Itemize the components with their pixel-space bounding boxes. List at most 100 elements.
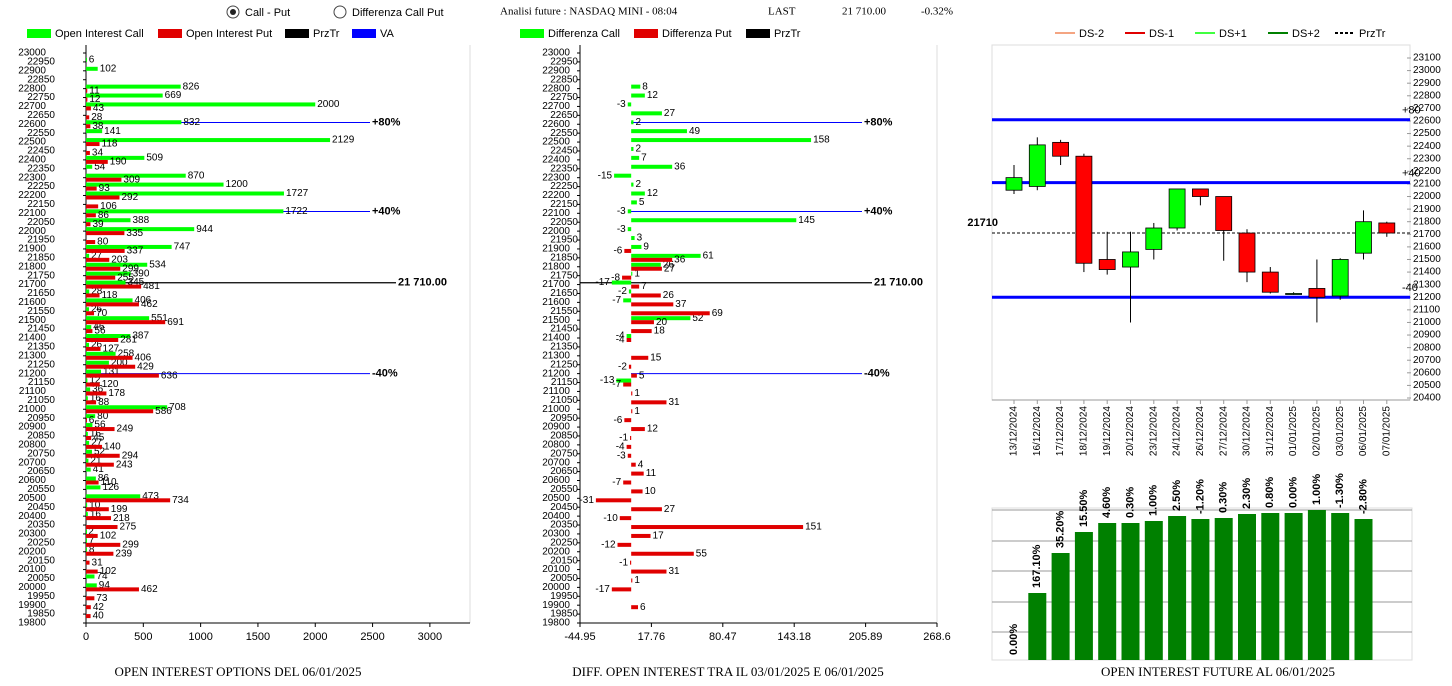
bar-label: 131 (103, 366, 120, 377)
bar (86, 569, 98, 574)
y-tick-label: 21750 (27, 270, 55, 281)
bar-label: 102 (100, 63, 117, 74)
y-tick-label: 20850 (550, 431, 578, 442)
bar-label: 2000 (317, 99, 340, 110)
bar-label: 243 (116, 459, 133, 470)
bar (86, 182, 224, 187)
radio-label[interactable]: Differenza Call Put (352, 7, 444, 19)
bar (626, 334, 632, 338)
bar-label: 462 (141, 584, 158, 595)
y-tick-label: 22950 (27, 57, 55, 68)
bar-label: -15 (598, 170, 613, 181)
bar (631, 471, 644, 476)
chart-title: OPEN INTEREST OPTIONS DEL 06/01/2025 (115, 664, 362, 679)
bar (86, 360, 109, 365)
legend-swatch (746, 29, 770, 38)
bar-label: -2 (618, 286, 627, 297)
y-tick-label: 20800 (542, 440, 570, 451)
bar-label: 61 (703, 250, 715, 261)
bar-label: 299 (122, 539, 139, 550)
y-tick-label: 21400 (1413, 267, 1441, 278)
bar-label: 43 (93, 103, 105, 114)
bar-label: 551 (151, 313, 168, 324)
y-tick-label: 22450 (550, 146, 578, 157)
y-tick-label: 22500 (542, 137, 570, 148)
y-tick-label: 22850 (27, 74, 55, 85)
candle-body (1215, 196, 1233, 231)
y-tick-label: 22900 (1413, 78, 1441, 89)
bar-label: -1 (619, 557, 628, 568)
bar-label: 73 (96, 593, 108, 604)
bar-label: 6 (89, 415, 95, 426)
y-tick-label: 21000 (542, 404, 570, 415)
bar (631, 271, 633, 276)
bar-label: 21 (90, 455, 102, 466)
bar-label: 388 (132, 215, 149, 226)
bar-label: -2.80% (1357, 479, 1369, 514)
bar-label: -3 (617, 450, 626, 461)
bar-label: 255 (117, 272, 134, 283)
bar (1121, 523, 1140, 660)
bar-label: 54 (94, 161, 106, 172)
bar-label: 26 (663, 290, 675, 301)
bar-label: 5 (639, 370, 645, 381)
chart-title: OPEN INTEREST FUTURE AL 06/01/2025 (1101, 664, 1335, 679)
bar (86, 476, 96, 481)
bar (86, 142, 100, 147)
bar (86, 253, 90, 258)
y-tick-label: 20200 (18, 546, 46, 557)
bar (616, 378, 632, 383)
bar-label: 203 (111, 254, 128, 265)
y-tick-label: 21850 (27, 252, 55, 263)
bar (86, 542, 121, 547)
bar (1074, 532, 1093, 660)
bar-label: 944 (196, 224, 213, 235)
y-tick-label: 20800 (18, 440, 46, 451)
radio-button[interactable] (333, 5, 347, 19)
bar (86, 97, 88, 102)
y-tick-label: 20200 (542, 546, 570, 557)
bar-label: 27 (664, 263, 676, 274)
bar-label: 0.30% (1218, 482, 1230, 513)
bar-label: 387 (132, 331, 149, 342)
bar-label: 28 (91, 286, 103, 297)
bar (86, 257, 110, 262)
bar (627, 209, 632, 214)
y-tick-label: 22050 (550, 217, 578, 228)
y-tick-label: 21700 (1413, 229, 1441, 240)
reference-label: -40 (1402, 282, 1418, 294)
bar-label: 4 (638, 459, 644, 470)
y-tick-label: 22600 (18, 119, 46, 130)
y-tick-label: 22700 (542, 101, 570, 112)
bar-label: 1727 (286, 188, 309, 199)
bar-label: 481 (143, 281, 160, 292)
bar-label: 11 (646, 468, 657, 479)
y-tick-label: 22000 (1413, 191, 1441, 202)
x-tick-label: 80.47 (709, 631, 737, 643)
y-tick-label: 22400 (18, 155, 46, 166)
radio-label[interactable]: Call - Put (245, 7, 290, 19)
y-tick-label: 22250 (550, 181, 578, 192)
bar-label: 36 (674, 161, 686, 172)
x-tick-label: 2500 (360, 631, 384, 643)
y-tick-label: 20750 (27, 448, 55, 459)
bar (86, 400, 97, 405)
bar (86, 106, 91, 111)
bar-label: 69 (712, 308, 724, 319)
bar-label: 199 (111, 504, 128, 515)
bar (86, 498, 171, 503)
y-tick-label: 20850 (27, 431, 55, 442)
bar-label: 36 (674, 254, 686, 265)
bar (628, 364, 632, 369)
bar-label: 12 (89, 94, 101, 105)
y-tick-label: 20050 (27, 573, 55, 584)
bar-label: 12 (89, 375, 101, 386)
reference-label: 21 710.00 (398, 277, 447, 289)
bar-label: 1 (634, 406, 640, 417)
bar-label: -1.20% (1194, 479, 1206, 514)
bar-label: 80 (97, 237, 109, 248)
bar-label: 52 (692, 313, 704, 324)
bar-label: 12 (647, 90, 659, 101)
bar (86, 378, 88, 383)
